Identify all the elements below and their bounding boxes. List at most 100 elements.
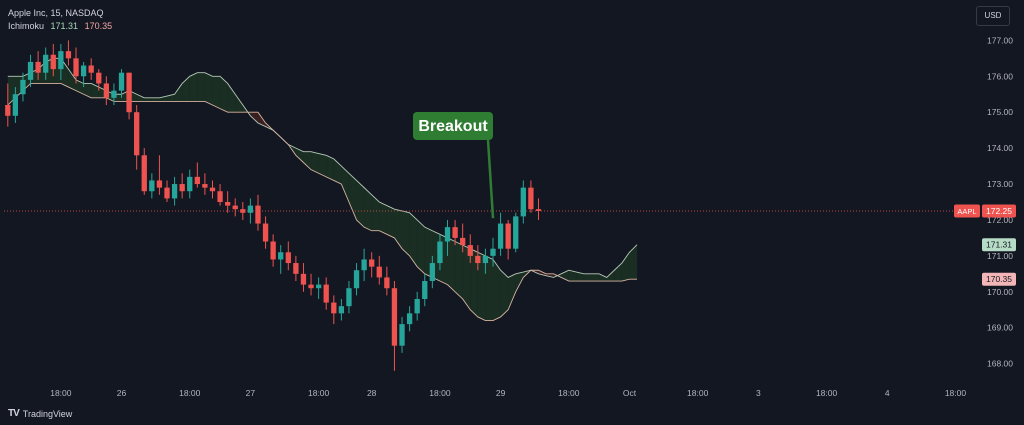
cloud-segment [394, 209, 403, 249]
time-tick-label: 28 [367, 388, 377, 398]
cloud-segment [318, 153, 327, 177]
indicator-row[interactable]: Ichimoku 171.31 170.35 [8, 20, 112, 33]
candle-body [5, 105, 11, 116]
price-tick-label: 169.00 [987, 323, 1013, 333]
time-tick-label: 18:00 [308, 388, 330, 398]
candle-body [278, 252, 284, 260]
candle-body [353, 270, 360, 289]
candle-body [73, 58, 79, 77]
cloud-segment [136, 94, 145, 102]
candle-body [171, 184, 178, 199]
cloud-segment [182, 76, 190, 102]
cloud-segment [493, 259, 501, 321]
cloud-segment [68, 69, 77, 91]
candle-body [376, 266, 382, 278]
cloud-segment [341, 166, 349, 202]
price-tick-label: 170.00 [987, 287, 1013, 297]
candle-body [217, 191, 223, 202]
cloud-segment [144, 97, 152, 102]
candle-body [323, 284, 329, 303]
candle-body [164, 187, 170, 199]
candle-body [452, 227, 458, 238]
last-price-symbol-tag [954, 204, 980, 218]
time-tick-label: 29 [496, 388, 506, 398]
candle-body [369, 259, 375, 267]
candle-body [399, 324, 405, 346]
candle-body [12, 94, 19, 116]
candle-body [391, 288, 398, 346]
symbol-title[interactable]: Apple Inc, 15, NASDAQ [8, 8, 104, 18]
candle-body [315, 284, 322, 289]
candle-body [331, 302, 337, 314]
candle-body [224, 202, 231, 206]
candles [5, 40, 542, 371]
candle-body [475, 255, 481, 264]
cloud-segment [212, 76, 221, 109]
span-a-price-tag [982, 238, 1016, 252]
candle-body [467, 245, 473, 256]
candle-body [96, 72, 102, 84]
candle-body [460, 237, 466, 246]
cloud-segment [204, 72, 213, 106]
candle-body [65, 51, 72, 59]
cloud-segment [629, 244, 638, 280]
cloud-segment [250, 112, 258, 123]
annotation-arrow [486, 139, 495, 219]
indicator-name: Ichimoku [8, 21, 45, 31]
cloud-segment [447, 237, 456, 292]
annotation-label: Breakout [418, 118, 488, 135]
time-tick-label: 26 [117, 388, 127, 398]
candle-body [20, 79, 26, 95]
span-b-price-value: 170.35 [986, 274, 1012, 284]
time-tick-label: 4 [885, 388, 890, 398]
span-b-price-tag [982, 272, 1016, 286]
cloud-segment [470, 248, 478, 317]
brand-watermark[interactable]: TV TradingView [8, 408, 72, 419]
candle-body [202, 184, 208, 188]
price-axis[interactable]: 177.00 176.00 175.00 174.00 173.00 172.00 171.… [987, 35, 1013, 368]
senkou-span-b-line [7, 83, 638, 321]
candle-body [111, 90, 117, 98]
time-axis[interactable]: 18:00 26 18:00 27 18:00 28 18:00 29 18:00 Oct 18:0… [50, 388, 966, 398]
brand-name: TradingView [22, 408, 73, 419]
candle-body [422, 281, 428, 299]
cloud-segment [606, 270, 615, 282]
cloud-segment [333, 158, 342, 185]
price-tick-label: 177.00 [987, 35, 1013, 45]
candle-body [520, 187, 526, 217]
cloud-segment [83, 83, 92, 98]
time-tick-label: 3 [756, 388, 761, 398]
time-tick-label: 18:00 [50, 388, 72, 398]
tradingview-logo-icon: TV [8, 408, 20, 419]
price-tick-label: 171.00 [987, 251, 1013, 261]
cloud-segment [386, 205, 395, 238]
candle-body [58, 51, 64, 70]
price-tick-label: 174.00 [987, 143, 1013, 153]
cloud-segment [303, 151, 312, 170]
breakout-annotation: Breakout [413, 112, 495, 219]
cloud-segment [402, 210, 410, 256]
candle-body [505, 223, 511, 249]
last-price-value: 172.25 [986, 206, 1012, 216]
cloud-segment [455, 241, 463, 299]
candle-body [535, 209, 542, 211]
time-tick-label: Oct [623, 388, 637, 398]
chart-legend: Apple Inc, 15, NASDAQ Ichimoku 171.31 17… [8, 7, 112, 33]
candle-body [346, 288, 352, 307]
candle-body [187, 176, 193, 192]
cloud-segment [508, 273, 516, 310]
candle-body [308, 284, 314, 289]
candle-body [437, 241, 443, 264]
cloud-segment [614, 263, 622, 282]
cloud-segment [379, 202, 387, 235]
cloud-segment [257, 112, 266, 127]
candle-body [482, 255, 489, 264]
candle-body [262, 223, 269, 242]
currency-button[interactable]: USD [976, 6, 1010, 26]
candle-body [513, 216, 519, 249]
cloud-segment [583, 273, 592, 282]
candle-body [384, 277, 390, 289]
candle-body [194, 176, 200, 185]
candle-body [293, 263, 299, 274]
